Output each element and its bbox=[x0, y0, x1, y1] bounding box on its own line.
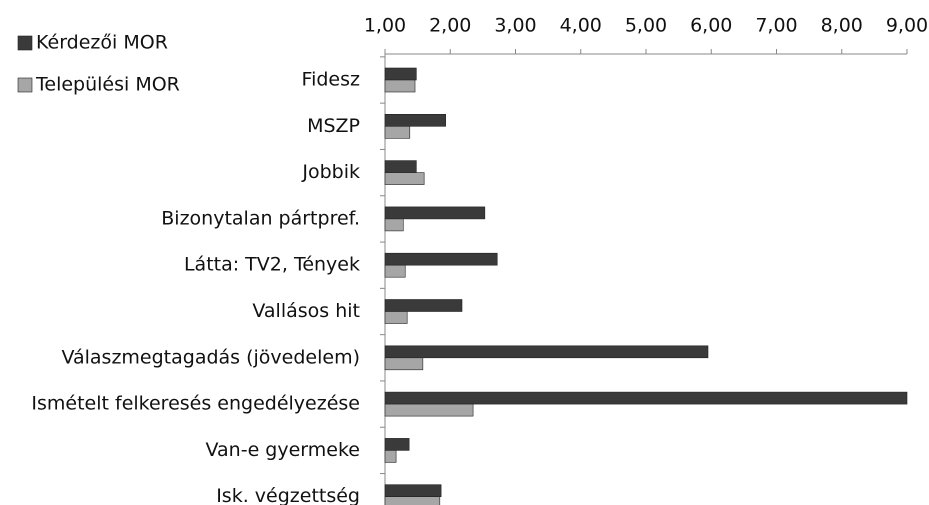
bar bbox=[384, 438, 410, 451]
bar bbox=[384, 450, 397, 463]
y-tick-label: Van-e gyermeke bbox=[206, 439, 360, 461]
bar bbox=[384, 357, 424, 371]
legend-label: Kérdezői MOR bbox=[36, 32, 168, 54]
bar bbox=[384, 484, 442, 498]
bar bbox=[384, 496, 441, 505]
bar bbox=[384, 218, 404, 232]
bar bbox=[384, 67, 417, 81]
x-tick-label: 5,00 bbox=[625, 15, 667, 37]
y-tick-label: Vallásos hit bbox=[252, 300, 360, 322]
x-tick-label: 1,00 bbox=[364, 15, 406, 37]
y-tick-label: Bizonytalan pártpref. bbox=[161, 207, 360, 229]
bar bbox=[384, 299, 463, 312]
y-tick-label: Jobbik bbox=[301, 161, 360, 183]
y-tick-label: MSZP bbox=[307, 115, 360, 137]
bar bbox=[384, 252, 498, 266]
y-tick-label: Fidesz bbox=[302, 69, 360, 91]
y-tick-label: Ismételt felkeresés engedélyezése bbox=[31, 393, 360, 415]
bar bbox=[384, 345, 709, 359]
x-tick-label: 2,00 bbox=[429, 15, 471, 37]
bar bbox=[384, 311, 408, 324]
x-tick-label: 6,00 bbox=[690, 15, 732, 37]
y-tick-label: Isk. végzettség bbox=[216, 485, 360, 505]
bar bbox=[384, 206, 486, 220]
y-tick-label: Válaszmegtagadás (jövedelem) bbox=[61, 346, 360, 368]
bar bbox=[384, 172, 425, 185]
bar bbox=[384, 160, 417, 173]
legend-label: Települési MOR bbox=[35, 74, 180, 96]
legend-swatch bbox=[17, 77, 33, 93]
bar bbox=[384, 264, 406, 278]
x-tick-label: 3,00 bbox=[494, 15, 536, 37]
bar bbox=[384, 114, 446, 127]
legend-swatch bbox=[17, 35, 33, 51]
bar bbox=[384, 391, 908, 405]
x-tick-label: 4,00 bbox=[560, 15, 602, 37]
bar bbox=[384, 126, 411, 139]
x-tick-label: 8,00 bbox=[821, 15, 863, 37]
bar bbox=[384, 79, 416, 93]
x-tick-label: 9,00 bbox=[886, 15, 928, 37]
bar bbox=[384, 403, 474, 417]
x-tick-label: 7,00 bbox=[755, 15, 797, 37]
y-tick-label: Látta: TV2, Tények bbox=[184, 254, 360, 276]
